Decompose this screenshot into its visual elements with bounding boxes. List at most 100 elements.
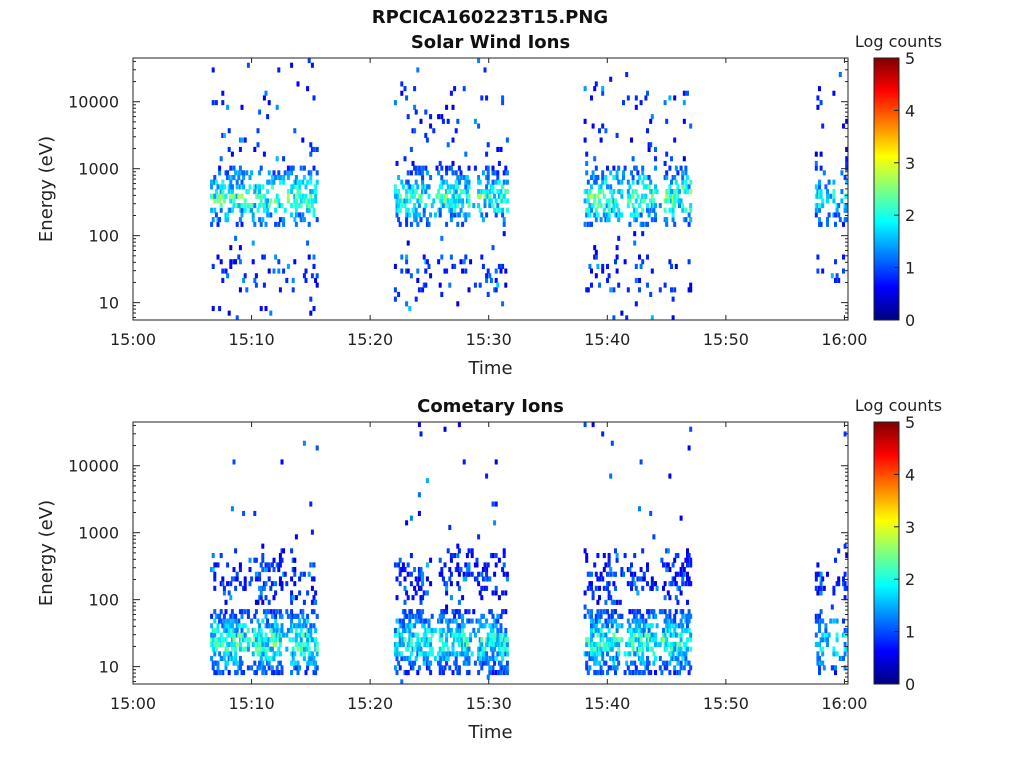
heatmap-cell bbox=[609, 184, 613, 190]
heatmap-cell bbox=[475, 618, 479, 624]
heatmap-cell bbox=[294, 198, 298, 204]
heatmap-cell bbox=[480, 254, 484, 260]
heatmap-cell bbox=[229, 595, 233, 601]
heatmap-cell bbox=[213, 641, 217, 647]
heatmap-cell bbox=[221, 184, 225, 190]
heatmap-cell bbox=[449, 557, 453, 563]
heatmap-cell bbox=[673, 189, 677, 195]
heatmap-cell bbox=[438, 665, 442, 671]
heatmap-cell bbox=[277, 198, 281, 204]
heatmap-cell bbox=[682, 567, 686, 573]
heatmap-cell bbox=[210, 207, 214, 213]
heatmap-cell bbox=[229, 613, 233, 619]
heatmap-cell bbox=[617, 207, 621, 213]
heatmap-cell bbox=[658, 665, 662, 671]
heatmap-cell bbox=[280, 627, 284, 633]
heatmap-cell bbox=[586, 179, 590, 185]
heatmap-cell bbox=[596, 651, 600, 657]
heatmap-cell bbox=[676, 641, 680, 647]
heatmap-cell bbox=[826, 637, 829, 643]
heatmap-cell bbox=[462, 632, 466, 638]
heatmap-cell bbox=[409, 273, 413, 279]
heatmap-cell bbox=[309, 623, 313, 629]
heatmap-cell bbox=[636, 576, 640, 582]
heatmap-cell bbox=[686, 562, 689, 568]
heatmap-cell bbox=[464, 179, 468, 185]
heatmap-cell bbox=[604, 179, 608, 185]
heatmap-cell bbox=[309, 627, 313, 633]
heatmap-cell bbox=[440, 175, 444, 181]
heatmap-cell bbox=[290, 627, 294, 633]
heatmap-cell bbox=[270, 655, 274, 661]
heatmap-cell bbox=[663, 641, 667, 647]
heatmap-cell bbox=[601, 170, 605, 176]
heatmap-cell bbox=[654, 637, 657, 643]
heatmap-cell bbox=[491, 651, 495, 657]
heatmap-cell bbox=[395, 595, 399, 601]
heatmap-cell bbox=[628, 623, 632, 629]
heatmap-cell bbox=[230, 151, 234, 157]
heatmap-cell bbox=[658, 609, 662, 615]
heatmap-cell bbox=[676, 651, 680, 657]
heatmap-cell bbox=[302, 217, 306, 223]
heatmap-cell bbox=[641, 646, 645, 652]
heatmap-cell bbox=[413, 660, 417, 666]
heatmap-cell bbox=[278, 562, 282, 568]
heatmap-cell bbox=[282, 268, 286, 274]
heatmap-cell bbox=[674, 655, 678, 661]
heatmap-cell bbox=[678, 641, 681, 647]
heatmap-cell bbox=[425, 137, 429, 143]
heatmap-cell bbox=[221, 100, 225, 106]
heatmap-cell bbox=[646, 581, 649, 587]
heatmap-cell bbox=[214, 627, 218, 633]
heatmap-cell bbox=[818, 221, 821, 227]
heatmap-cell bbox=[617, 217, 621, 223]
heatmap-cell bbox=[234, 576, 238, 582]
heatmap-cell bbox=[652, 198, 656, 204]
heatmap-cell bbox=[682, 627, 686, 633]
heatmap-cell bbox=[845, 193, 849, 199]
heatmap-cell bbox=[676, 184, 680, 190]
heatmap-cell bbox=[238, 641, 242, 647]
heatmap-cell bbox=[211, 553, 215, 559]
heatmap-cell bbox=[234, 627, 238, 633]
heatmap-cell bbox=[430, 632, 434, 638]
heatmap-cell bbox=[440, 198, 444, 204]
heatmap-cells bbox=[210, 422, 849, 685]
heatmap-cell bbox=[256, 618, 260, 624]
heatmap-cell bbox=[505, 170, 509, 176]
heatmap-cell bbox=[609, 76, 613, 82]
heatmap-cell bbox=[270, 613, 274, 619]
heatmap-cell bbox=[636, 646, 640, 652]
heatmap-cell bbox=[441, 609, 445, 615]
heatmap-cell bbox=[628, 627, 632, 633]
heatmap-cell bbox=[230, 655, 234, 661]
heatmap-cell bbox=[634, 651, 638, 657]
heatmap-cell bbox=[216, 221, 220, 227]
colorbar-tick-label: 5 bbox=[905, 413, 915, 432]
heatmap-cell bbox=[665, 646, 669, 652]
heatmap-cell bbox=[689, 287, 693, 293]
heatmap-cell bbox=[821, 618, 825, 624]
heatmap-cell bbox=[312, 660, 316, 666]
heatmap-cell bbox=[644, 618, 648, 624]
heatmap-cell bbox=[309, 655, 313, 661]
heatmap-cell bbox=[606, 571, 609, 577]
heatmap-cell bbox=[845, 217, 849, 223]
heatmap-cell bbox=[599, 665, 603, 671]
heatmap-cell bbox=[626, 581, 630, 587]
heatmap-cell bbox=[222, 184, 226, 190]
heatmap-cell bbox=[441, 670, 445, 676]
heatmap-cell bbox=[480, 623, 484, 629]
heatmap-cell bbox=[472, 627, 476, 633]
heatmap-cell bbox=[400, 567, 404, 573]
heatmap-cell bbox=[687, 184, 691, 190]
heatmap-cell bbox=[504, 268, 508, 274]
heatmap-cell bbox=[674, 595, 678, 601]
heatmap-cell bbox=[293, 557, 297, 563]
heatmap-cell bbox=[258, 660, 262, 666]
heatmap-cell bbox=[441, 179, 445, 185]
x-tick-label: 16:00 bbox=[821, 330, 867, 349]
heatmap-cell bbox=[585, 212, 589, 218]
heatmap-cell bbox=[246, 627, 250, 633]
